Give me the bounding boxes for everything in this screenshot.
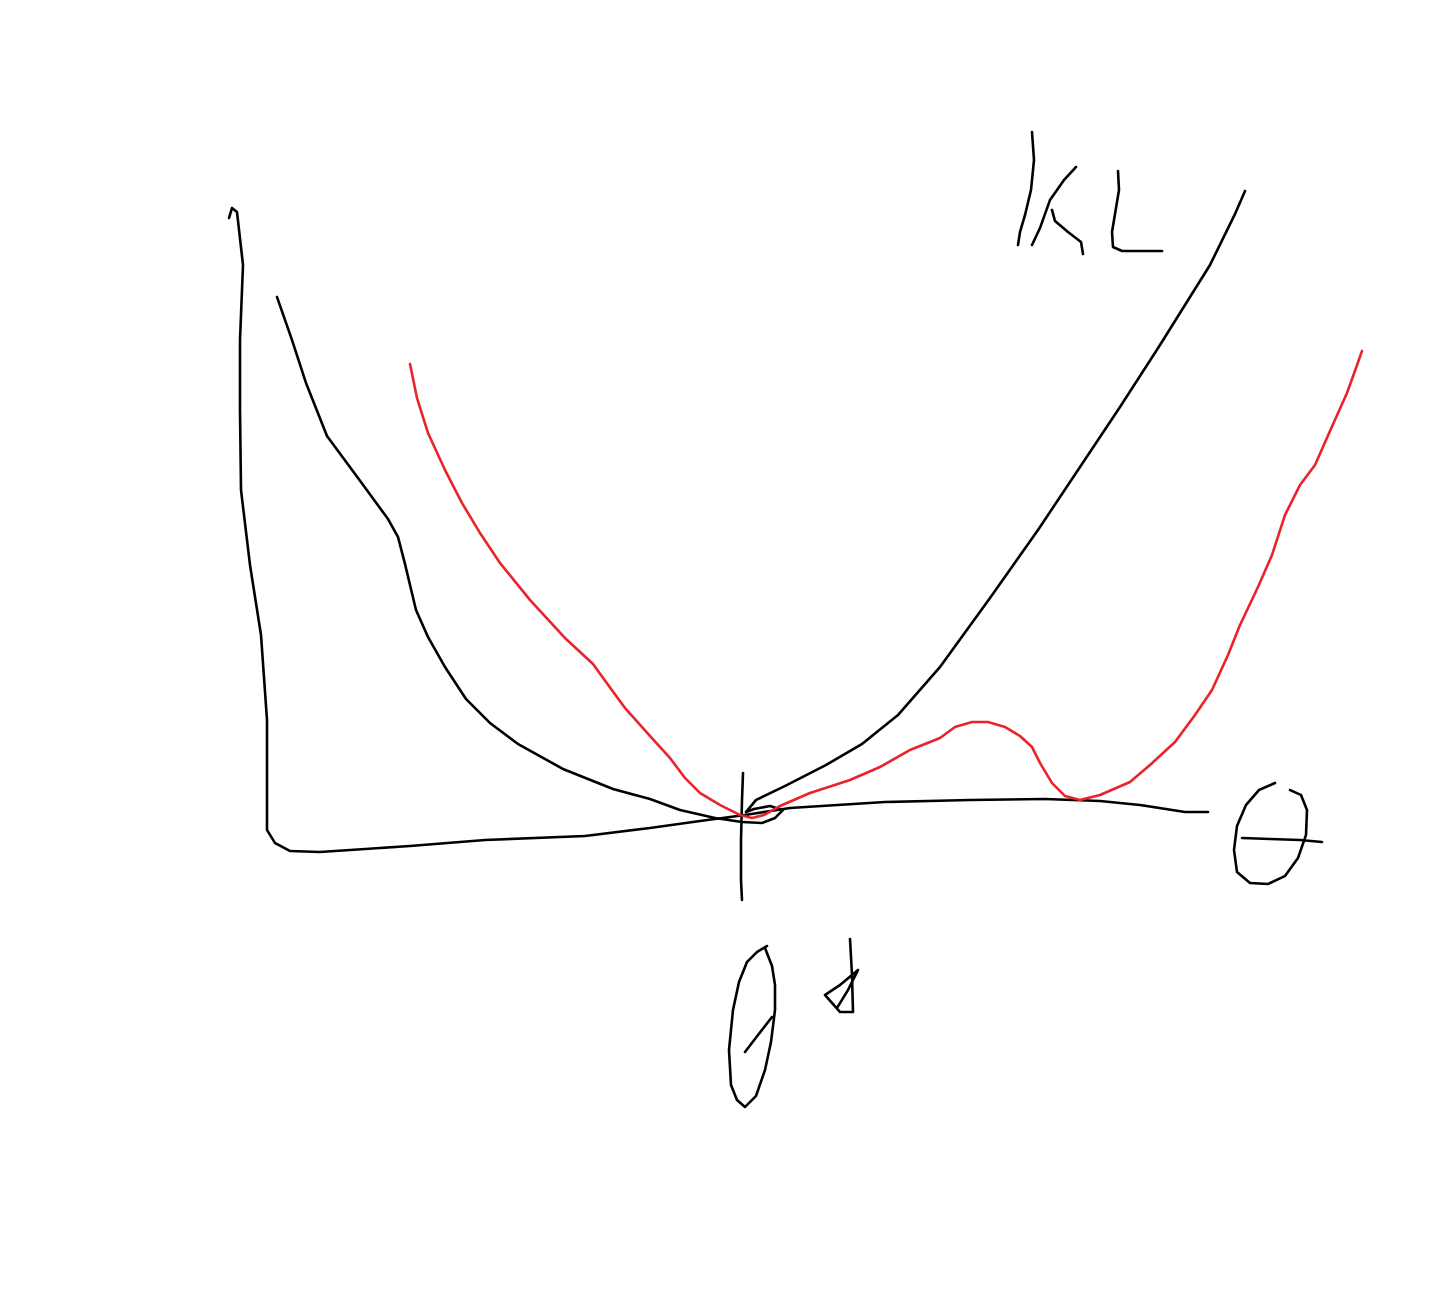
black-kl-curve xyxy=(275,189,1247,825)
theta-star-tick xyxy=(739,771,745,902)
red-kl-curve xyxy=(408,349,1364,820)
x-axis xyxy=(318,797,1210,854)
kl-label xyxy=(1016,130,1164,256)
theta-axis-label xyxy=(1232,781,1324,886)
theta-star-label xyxy=(727,937,860,1109)
y-axis xyxy=(227,206,322,854)
